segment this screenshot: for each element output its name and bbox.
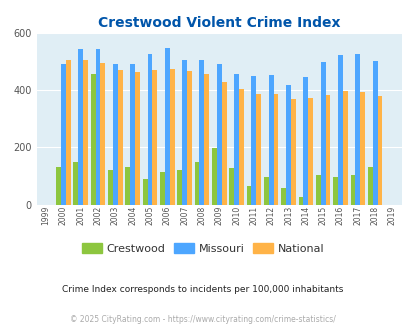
Bar — [281, 188, 286, 205]
Bar — [246, 186, 251, 205]
Bar — [73, 162, 78, 205]
Bar — [263, 177, 268, 205]
Bar — [95, 49, 100, 205]
Legend: Crestwood, Missouri, National: Crestwood, Missouri, National — [77, 239, 328, 258]
Bar — [130, 64, 135, 205]
Bar — [350, 175, 354, 205]
Bar — [251, 77, 256, 205]
Bar — [325, 95, 330, 205]
Bar — [307, 98, 312, 205]
Bar — [108, 170, 113, 205]
Bar — [342, 91, 347, 205]
Bar — [211, 148, 216, 205]
Bar — [320, 62, 325, 205]
Bar — [354, 54, 359, 205]
Bar — [135, 72, 140, 205]
Bar — [234, 74, 239, 205]
Bar — [182, 60, 187, 205]
Bar — [177, 170, 182, 205]
Bar — [256, 94, 260, 205]
Bar — [164, 48, 169, 205]
Bar — [221, 82, 226, 205]
Bar — [199, 60, 204, 205]
Bar — [142, 180, 147, 205]
Bar — [56, 167, 61, 205]
Bar — [216, 64, 221, 205]
Bar — [78, 49, 83, 205]
Bar — [303, 77, 307, 205]
Bar — [113, 64, 117, 205]
Bar — [169, 69, 174, 205]
Bar — [239, 89, 243, 205]
Bar — [125, 167, 130, 205]
Bar — [187, 71, 192, 205]
Bar — [333, 177, 337, 205]
Bar — [100, 63, 105, 205]
Bar — [61, 64, 66, 205]
Bar — [273, 94, 278, 205]
Bar — [367, 167, 372, 205]
Bar — [160, 172, 164, 205]
Bar — [66, 60, 70, 205]
Bar — [194, 162, 199, 205]
Bar — [298, 197, 303, 205]
Bar — [229, 168, 234, 205]
Bar — [372, 61, 377, 205]
Bar — [286, 85, 290, 205]
Bar — [152, 71, 157, 205]
Bar — [337, 55, 342, 205]
Bar — [117, 70, 122, 205]
Bar — [268, 75, 273, 205]
Text: © 2025 CityRating.com - https://www.cityrating.com/crime-statistics/: © 2025 CityRating.com - https://www.city… — [70, 315, 335, 324]
Title: Crestwood Violent Crime Index: Crestwood Violent Crime Index — [98, 16, 340, 30]
Bar — [83, 60, 88, 205]
Bar — [315, 175, 320, 205]
Bar — [377, 96, 382, 205]
Bar — [359, 92, 364, 205]
Text: Crime Index corresponds to incidents per 100,000 inhabitants: Crime Index corresponds to incidents per… — [62, 285, 343, 294]
Bar — [290, 99, 295, 205]
Bar — [204, 75, 209, 205]
Bar — [91, 75, 95, 205]
Bar — [147, 54, 152, 205]
